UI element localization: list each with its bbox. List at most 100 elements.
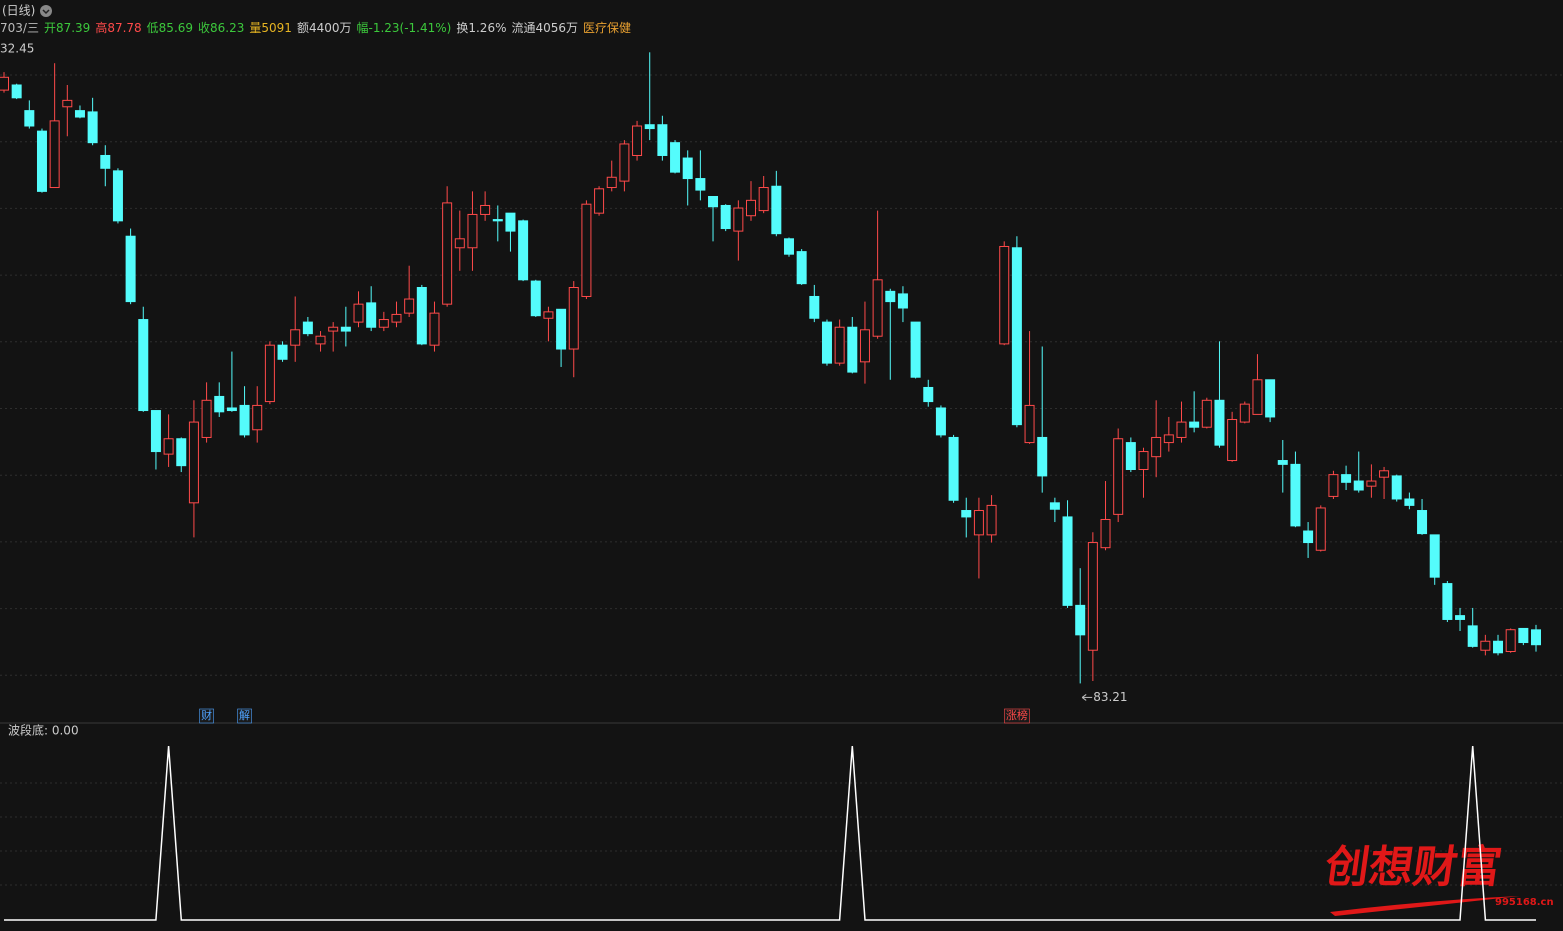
event-marker-box[interactable]	[1004, 708, 1030, 724]
candle-body	[733, 207, 744, 232]
candle-body	[1303, 530, 1314, 544]
candle-body	[1075, 604, 1086, 636]
event-marker: 解	[239, 708, 250, 722]
candle-body	[264, 344, 275, 403]
candle-body	[404, 298, 415, 314]
candle-body	[872, 279, 883, 337]
candle-body	[1391, 475, 1402, 500]
candle-body	[1201, 399, 1212, 428]
candle-body	[1189, 421, 1200, 428]
candle-body	[277, 344, 288, 360]
candle-body	[619, 143, 630, 182]
candle-body	[138, 319, 149, 412]
candle-body	[429, 312, 440, 346]
candle-body	[657, 124, 668, 156]
candle-body	[1480, 640, 1491, 651]
candle-body	[49, 120, 60, 189]
quote-field: 收86.23	[198, 21, 244, 35]
candle-body	[594, 188, 605, 214]
candle-body	[1214, 399, 1225, 446]
candle-body	[1379, 470, 1390, 478]
quote-field: 低85.69	[147, 21, 193, 35]
candle-body	[708, 195, 719, 208]
candle-body	[1265, 379, 1276, 418]
quote-field: 医疗保健	[583, 21, 631, 35]
candle-body	[961, 510, 972, 518]
period-label: (日线)	[2, 4, 35, 18]
candle-body	[543, 311, 554, 319]
low-arrow-head	[1081, 694, 1087, 701]
candle-body	[454, 238, 465, 249]
candle-body	[391, 313, 402, 323]
high-label: 32.45	[0, 42, 34, 56]
indicator-title: 波段底: 0.00	[8, 723, 79, 738]
quote-field: 量5091	[249, 21, 292, 35]
candle-body	[176, 438, 187, 467]
candle-body	[859, 329, 870, 363]
candle-body	[1239, 403, 1250, 423]
quote-field: 幅-1.23(-1.41%)	[356, 20, 451, 35]
candle-body	[1252, 379, 1263, 415]
candle-body	[1417, 510, 1428, 535]
candle-body	[492, 219, 503, 222]
candle-body	[1493, 640, 1504, 654]
candle-body	[467, 213, 478, 249]
candle-body	[416, 286, 427, 345]
candle-body	[1518, 627, 1529, 644]
candle-body	[986, 504, 997, 536]
candle-body	[1138, 451, 1149, 471]
candle-body	[1024, 404, 1035, 444]
candle-body	[1290, 463, 1301, 527]
candle-body	[556, 308, 567, 350]
watermark: 创想财富	[1322, 842, 1505, 893]
candle-body	[239, 404, 250, 436]
candle-body	[771, 185, 782, 235]
quote-field: 换1.26%	[456, 21, 506, 35]
candle-body	[910, 321, 921, 378]
candle-body	[1037, 436, 1048, 477]
candle-body	[1163, 434, 1174, 444]
period-dropdown[interactable]	[40, 5, 52, 17]
candle-body	[112, 170, 123, 222]
candle-body	[480, 204, 491, 215]
candle-body	[315, 335, 326, 345]
candle-body	[644, 124, 655, 130]
candle-body	[758, 187, 769, 212]
candle-body	[505, 212, 516, 232]
candle-body	[1429, 534, 1440, 578]
candle-body	[11, 84, 22, 99]
candle-body	[74, 110, 85, 118]
quote-field: 流通4056万	[511, 21, 578, 35]
candle-body	[720, 204, 731, 230]
quote-field: 开87.39	[44, 21, 90, 35]
candle-body	[163, 438, 174, 455]
watermark-site: 995168.cn	[1495, 897, 1554, 908]
event-marker-box[interactable]	[199, 708, 214, 724]
candle-body	[518, 220, 529, 281]
candle-body	[1442, 583, 1453, 620]
candle-body	[442, 202, 453, 305]
candle-body	[150, 410, 161, 453]
candle-body	[821, 321, 832, 364]
quote-field: 703/三	[0, 21, 39, 35]
candle-body	[302, 321, 313, 335]
candle-body	[1315, 507, 1326, 551]
candle-body	[1353, 480, 1364, 491]
candle-body	[847, 326, 858, 373]
candle-body	[201, 399, 212, 438]
candle-body	[1328, 474, 1339, 497]
candle-body	[340, 326, 351, 332]
candle-body	[923, 386, 934, 403]
candle-body	[62, 99, 73, 108]
event-marker: 财	[201, 708, 212, 722]
candle-body	[948, 436, 959, 501]
candle-body	[885, 290, 896, 303]
candle-body	[1113, 438, 1124, 515]
candle-body	[252, 404, 263, 431]
candle-body	[1505, 629, 1516, 653]
event-marker-box[interactable]	[237, 708, 252, 724]
candle-body	[530, 280, 541, 317]
candle-body	[1531, 629, 1541, 646]
